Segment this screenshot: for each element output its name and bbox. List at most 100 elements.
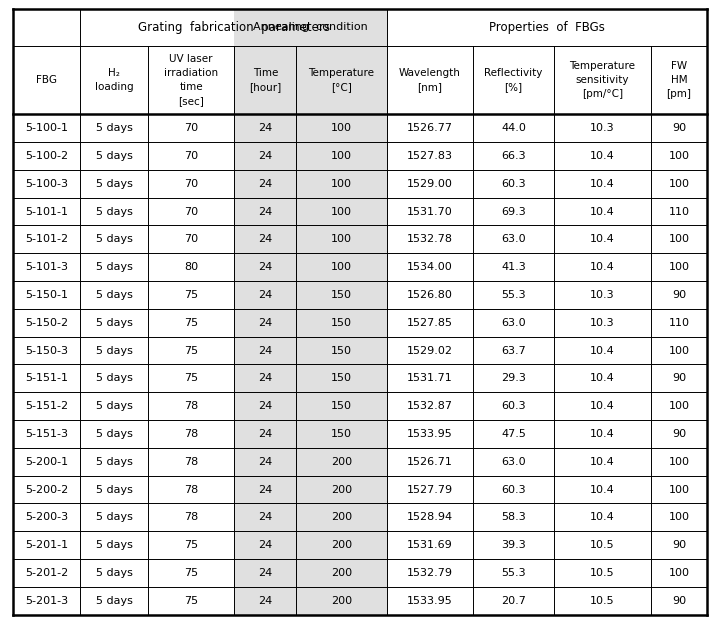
Text: 150: 150	[331, 318, 352, 328]
Text: 5-100-2: 5-100-2	[25, 151, 68, 161]
Text: Temperature
sensitivity
[pm/°C]: Temperature sensitivity [pm/°C]	[570, 61, 636, 99]
Text: 10.3: 10.3	[590, 123, 615, 133]
Text: 1532.87: 1532.87	[407, 401, 453, 411]
Text: 5 days: 5 days	[96, 429, 132, 439]
Text: 75: 75	[184, 346, 198, 356]
Text: 24: 24	[258, 346, 272, 356]
Text: 78: 78	[184, 484, 198, 495]
Text: 5-150-1: 5-150-1	[25, 290, 68, 300]
Text: 63.0: 63.0	[501, 234, 526, 245]
Text: 1533.95: 1533.95	[407, 596, 453, 606]
Text: 100: 100	[331, 123, 352, 133]
Text: 1527.83: 1527.83	[407, 151, 453, 161]
Text: 90: 90	[672, 290, 686, 300]
Text: 10.5: 10.5	[590, 540, 615, 550]
Text: 5-100-1: 5-100-1	[25, 123, 68, 133]
Text: 78: 78	[184, 457, 198, 467]
Text: 90: 90	[672, 373, 686, 383]
Text: 100: 100	[331, 234, 352, 245]
Text: 60.3: 60.3	[501, 484, 526, 495]
Text: 90: 90	[672, 596, 686, 606]
Text: 5-100-3: 5-100-3	[25, 178, 68, 188]
Text: 5-201-3: 5-201-3	[25, 596, 68, 606]
Text: 10.4: 10.4	[590, 207, 615, 217]
Text: 78: 78	[184, 401, 198, 411]
Text: Wavelength
[nm]: Wavelength [nm]	[399, 68, 461, 92]
Text: 75: 75	[184, 540, 198, 550]
Text: 1527.79: 1527.79	[407, 484, 453, 495]
Text: 44.0: 44.0	[501, 123, 526, 133]
Text: 10.5: 10.5	[590, 568, 615, 578]
Text: 150: 150	[331, 346, 352, 356]
Text: 100: 100	[331, 207, 352, 217]
Text: 100: 100	[331, 178, 352, 188]
Text: 24: 24	[258, 484, 272, 495]
Text: 10.5: 10.5	[590, 596, 615, 606]
Text: 39.3: 39.3	[501, 540, 526, 550]
Text: 5-201-1: 5-201-1	[25, 540, 68, 550]
Text: 24: 24	[258, 512, 272, 522]
Text: 24: 24	[258, 262, 272, 272]
Text: 5-101-1: 5-101-1	[25, 207, 68, 217]
Text: 5-151-1: 5-151-1	[25, 373, 68, 383]
Text: 24: 24	[258, 373, 272, 383]
Text: 10.4: 10.4	[590, 457, 615, 467]
Text: 10.4: 10.4	[590, 151, 615, 161]
Text: 5 days: 5 days	[96, 318, 132, 328]
Text: 100: 100	[669, 401, 690, 411]
Text: 10.4: 10.4	[590, 346, 615, 356]
Text: Properties  of  FBGs: Properties of FBGs	[489, 21, 605, 34]
Text: 80: 80	[184, 262, 198, 272]
Text: 100: 100	[669, 178, 690, 188]
Text: 1531.69: 1531.69	[407, 540, 453, 550]
Text: 150: 150	[331, 290, 352, 300]
Text: 150: 150	[331, 429, 352, 439]
Text: 90: 90	[672, 540, 686, 550]
Text: 24: 24	[258, 151, 272, 161]
Text: 1529.02: 1529.02	[407, 346, 453, 356]
Text: 5-151-3: 5-151-3	[25, 429, 68, 439]
Text: 100: 100	[669, 262, 690, 272]
Text: 63.7: 63.7	[501, 346, 526, 356]
Text: 5 days: 5 days	[96, 234, 132, 245]
Text: 100: 100	[669, 151, 690, 161]
Text: 24: 24	[258, 596, 272, 606]
Text: 63.0: 63.0	[501, 318, 526, 328]
Text: 10.4: 10.4	[590, 178, 615, 188]
Text: 66.3: 66.3	[501, 151, 526, 161]
Text: 1531.71: 1531.71	[407, 373, 453, 383]
Text: 10.4: 10.4	[590, 262, 615, 272]
Text: 69.3: 69.3	[501, 207, 526, 217]
Text: 75: 75	[184, 373, 198, 383]
Text: Temperature
[°C]: Temperature [°C]	[308, 68, 374, 92]
Text: 24: 24	[258, 457, 272, 467]
Text: 1528.94: 1528.94	[407, 512, 453, 522]
Text: 5 days: 5 days	[96, 596, 132, 606]
Text: 100: 100	[669, 346, 690, 356]
Text: 10.3: 10.3	[590, 290, 615, 300]
Text: 100: 100	[669, 457, 690, 467]
Text: 5 days: 5 days	[96, 207, 132, 217]
Text: 1534.00: 1534.00	[407, 262, 453, 272]
Text: FBG: FBG	[36, 75, 57, 85]
Text: 10.4: 10.4	[590, 401, 615, 411]
Text: 24: 24	[258, 429, 272, 439]
Text: 5 days: 5 days	[96, 512, 132, 522]
Text: 24: 24	[258, 290, 272, 300]
Text: 5 days: 5 days	[96, 346, 132, 356]
Text: 5-200-2: 5-200-2	[25, 484, 68, 495]
Text: Annealing  condition: Annealing condition	[253, 22, 368, 32]
Text: 24: 24	[258, 401, 272, 411]
Text: 5-151-2: 5-151-2	[25, 401, 68, 411]
Text: 200: 200	[331, 512, 352, 522]
Text: 75: 75	[184, 568, 198, 578]
Text: 100: 100	[331, 151, 352, 161]
Text: 5-200-1: 5-200-1	[25, 457, 68, 467]
Text: 1527.85: 1527.85	[407, 318, 453, 328]
Text: 60.3: 60.3	[501, 401, 526, 411]
Text: 75: 75	[184, 290, 198, 300]
Text: 5-200-3: 5-200-3	[25, 512, 68, 522]
Text: 5 days: 5 days	[96, 457, 132, 467]
Text: 24: 24	[258, 540, 272, 550]
Text: 200: 200	[331, 568, 352, 578]
